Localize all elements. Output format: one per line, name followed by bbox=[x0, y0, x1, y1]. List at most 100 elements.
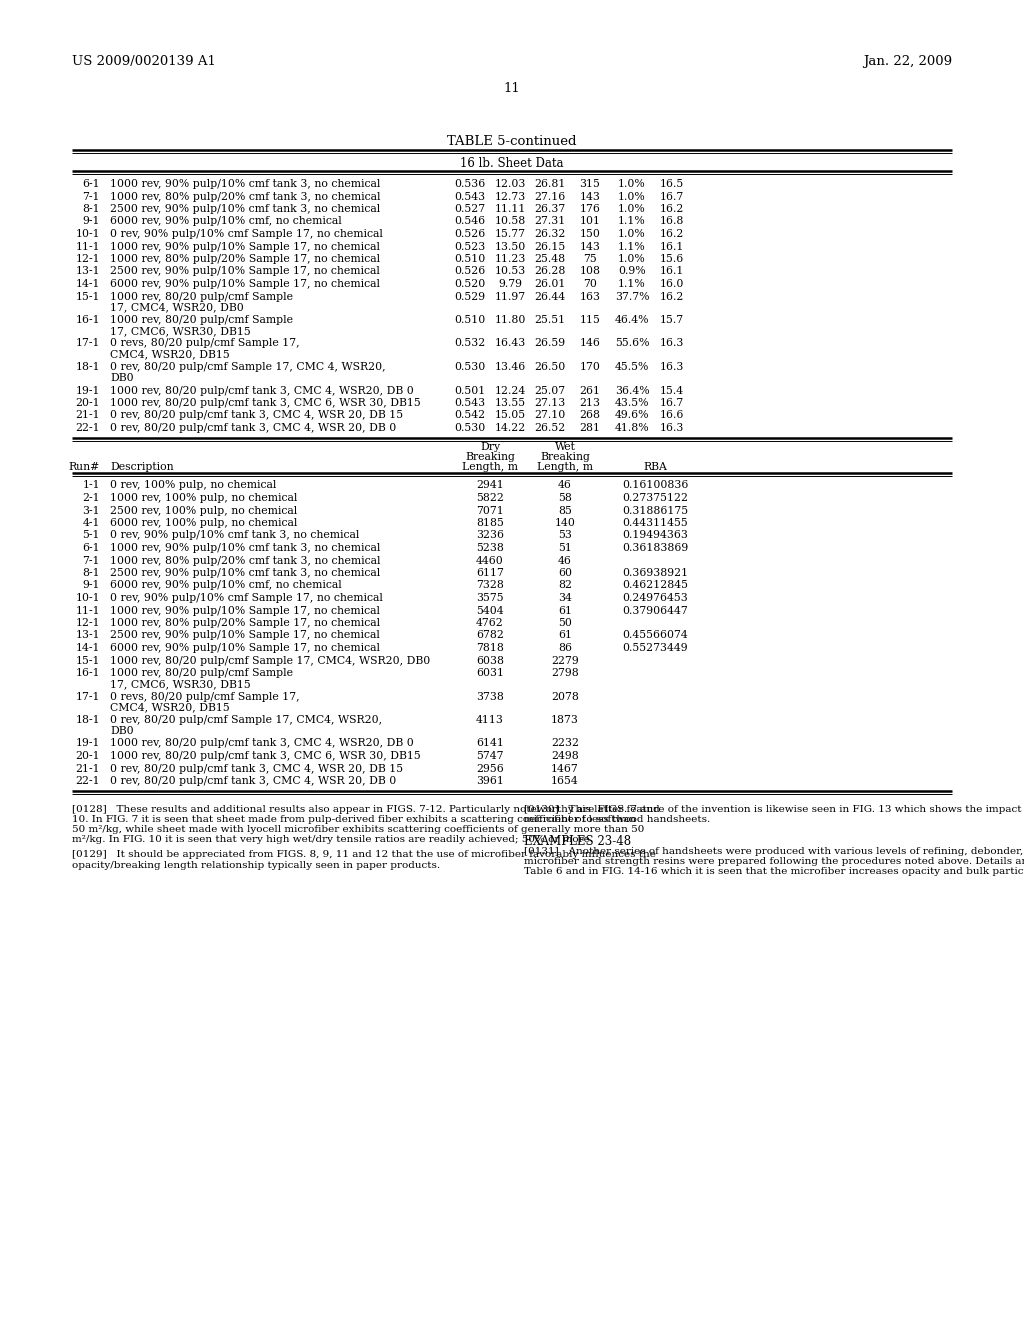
Text: 27.16: 27.16 bbox=[535, 191, 565, 202]
Text: 0.543: 0.543 bbox=[455, 399, 485, 408]
Text: 21-1: 21-1 bbox=[76, 411, 100, 421]
Text: 43.5%: 43.5% bbox=[614, 399, 649, 408]
Text: 0 rev, 80/20 pulp/cmf Sample 17, CMC 4, WSR20,: 0 rev, 80/20 pulp/cmf Sample 17, CMC 4, … bbox=[110, 362, 386, 372]
Text: Run#: Run# bbox=[69, 462, 100, 473]
Text: 19-1: 19-1 bbox=[76, 385, 100, 396]
Text: 213: 213 bbox=[580, 399, 600, 408]
Text: 82: 82 bbox=[558, 581, 572, 590]
Text: 1.0%: 1.0% bbox=[618, 228, 646, 239]
Text: 16.1: 16.1 bbox=[659, 242, 684, 252]
Text: 1000 rev, 90% pulp/10% Sample 17, no chemical: 1000 rev, 90% pulp/10% Sample 17, no che… bbox=[110, 606, 380, 615]
Text: 16.43: 16.43 bbox=[495, 338, 525, 348]
Text: 0.46212845: 0.46212845 bbox=[622, 581, 688, 590]
Text: 85: 85 bbox=[558, 506, 572, 516]
Text: 1.1%: 1.1% bbox=[618, 242, 646, 252]
Text: 6782: 6782 bbox=[476, 631, 504, 640]
Text: 5238: 5238 bbox=[476, 543, 504, 553]
Text: 5747: 5747 bbox=[476, 751, 504, 762]
Text: 1873: 1873 bbox=[551, 715, 579, 725]
Text: 0 rev, 80/20 pulp/cmf Sample 17, CMC4, WSR20,: 0 rev, 80/20 pulp/cmf Sample 17, CMC4, W… bbox=[110, 715, 382, 725]
Text: 1000 rev, 80/20 pulp/cmf tank 3, CMC 4, WSR20, DB 0: 1000 rev, 80/20 pulp/cmf tank 3, CMC 4, … bbox=[110, 385, 414, 396]
Text: 22-1: 22-1 bbox=[76, 776, 100, 785]
Text: 140: 140 bbox=[555, 517, 575, 528]
Text: 15.05: 15.05 bbox=[495, 411, 525, 421]
Text: 2798: 2798 bbox=[551, 668, 579, 678]
Text: 2500 rev, 90% pulp/10% cmf tank 3, no chemical: 2500 rev, 90% pulp/10% cmf tank 3, no ch… bbox=[110, 568, 380, 578]
Text: 3961: 3961 bbox=[476, 776, 504, 785]
Text: 13.55: 13.55 bbox=[495, 399, 525, 408]
Text: 0.31886175: 0.31886175 bbox=[622, 506, 688, 516]
Text: 2956: 2956 bbox=[476, 763, 504, 774]
Text: 86: 86 bbox=[558, 643, 572, 653]
Text: 16.5: 16.5 bbox=[659, 180, 684, 189]
Text: 0.527: 0.527 bbox=[455, 205, 485, 214]
Text: 101: 101 bbox=[580, 216, 600, 227]
Text: 10.53: 10.53 bbox=[495, 267, 525, 276]
Text: 0 rev, 80/20 pulp/cmf tank 3, CMC 4, WSR 20, DB 15: 0 rev, 80/20 pulp/cmf tank 3, CMC 4, WSR… bbox=[110, 763, 403, 774]
Text: 5822: 5822 bbox=[476, 492, 504, 503]
Text: 7071: 7071 bbox=[476, 506, 504, 516]
Text: 61: 61 bbox=[558, 606, 572, 615]
Text: 11.97: 11.97 bbox=[495, 292, 525, 301]
Text: 25.07: 25.07 bbox=[535, 385, 565, 396]
Text: 15-1: 15-1 bbox=[76, 292, 100, 301]
Text: 1000 rev, 90% pulp/10% Sample 17, no chemical: 1000 rev, 90% pulp/10% Sample 17, no che… bbox=[110, 242, 380, 252]
Text: 4460: 4460 bbox=[476, 556, 504, 565]
Text: 17, CMC6, WSR30, DB15: 17, CMC6, WSR30, DB15 bbox=[110, 678, 251, 689]
Text: 2500 rev, 100% pulp, no chemical: 2500 rev, 100% pulp, no chemical bbox=[110, 506, 297, 516]
Text: 6031: 6031 bbox=[476, 668, 504, 678]
Text: 3-1: 3-1 bbox=[82, 506, 100, 516]
Text: [0131]   Another series of handsheets were produced with various levels of refin: [0131] Another series of handsheets were… bbox=[524, 847, 1024, 855]
Text: 1000 rev, 100% pulp, no chemical: 1000 rev, 100% pulp, no chemical bbox=[110, 492, 297, 503]
Text: 0.19494363: 0.19494363 bbox=[622, 531, 688, 540]
Text: 16.6: 16.6 bbox=[659, 411, 684, 421]
Text: Breaking: Breaking bbox=[465, 453, 515, 462]
Text: 0.9%: 0.9% bbox=[618, 267, 646, 276]
Text: 0 revs, 80/20 pulp/cmf Sample 17,: 0 revs, 80/20 pulp/cmf Sample 17, bbox=[110, 338, 300, 348]
Text: 45.5%: 45.5% bbox=[614, 362, 649, 372]
Text: 11.23: 11.23 bbox=[495, 253, 525, 264]
Text: 176: 176 bbox=[580, 205, 600, 214]
Text: 27.13: 27.13 bbox=[535, 399, 565, 408]
Text: 0 rev, 80/20 pulp/cmf tank 3, CMC 4, WSR 20, DB 0: 0 rev, 80/20 pulp/cmf tank 3, CMC 4, WSR… bbox=[110, 776, 396, 785]
Text: 49.6%: 49.6% bbox=[614, 411, 649, 421]
Text: 6141: 6141 bbox=[476, 738, 504, 748]
Text: 61: 61 bbox=[558, 631, 572, 640]
Text: 0.526: 0.526 bbox=[455, 267, 485, 276]
Text: TABLE 5-continued: TABLE 5-continued bbox=[447, 135, 577, 148]
Text: 16-1: 16-1 bbox=[76, 315, 100, 325]
Text: Breaking: Breaking bbox=[540, 453, 590, 462]
Text: 16.1: 16.1 bbox=[659, 267, 684, 276]
Text: 14-1: 14-1 bbox=[76, 279, 100, 289]
Text: 14.22: 14.22 bbox=[495, 422, 525, 433]
Text: 8-1: 8-1 bbox=[82, 205, 100, 214]
Text: 20-1: 20-1 bbox=[76, 399, 100, 408]
Text: 4-1: 4-1 bbox=[83, 517, 100, 528]
Text: 2279: 2279 bbox=[551, 656, 579, 665]
Text: 268: 268 bbox=[580, 411, 600, 421]
Text: 6000 rev, 100% pulp, no chemical: 6000 rev, 100% pulp, no chemical bbox=[110, 517, 297, 528]
Text: 50: 50 bbox=[558, 618, 572, 628]
Text: microfiber and strength resins were prepared following the procedures noted abov: microfiber and strength resins were prep… bbox=[524, 857, 1024, 866]
Text: 13.46: 13.46 bbox=[495, 362, 525, 372]
Text: 21-1: 21-1 bbox=[76, 763, 100, 774]
Text: 17-1: 17-1 bbox=[76, 338, 100, 348]
Text: 16.3: 16.3 bbox=[659, 338, 684, 348]
Text: 2941: 2941 bbox=[476, 480, 504, 491]
Text: 2232: 2232 bbox=[551, 738, 579, 748]
Text: 0.501: 0.501 bbox=[455, 385, 485, 396]
Text: 0 rev, 100% pulp, no chemical: 0 rev, 100% pulp, no chemical bbox=[110, 480, 276, 491]
Text: 0.510: 0.510 bbox=[455, 315, 485, 325]
Text: 0.530: 0.530 bbox=[455, 422, 485, 433]
Text: 0.55273449: 0.55273449 bbox=[623, 643, 688, 653]
Text: Table 6 and in FIG. 14-16 which it is seen that the microfiber increases opacity: Table 6 and in FIG. 14-16 which it is se… bbox=[524, 867, 1024, 876]
Text: Wet: Wet bbox=[555, 442, 575, 453]
Text: 0.520: 0.520 bbox=[455, 279, 485, 289]
Text: 8185: 8185 bbox=[476, 517, 504, 528]
Text: 15.7: 15.7 bbox=[659, 315, 684, 325]
Text: 2078: 2078 bbox=[551, 692, 579, 701]
Text: 51: 51 bbox=[558, 543, 572, 553]
Text: 11-1: 11-1 bbox=[76, 606, 100, 615]
Text: 2500 rev, 90% pulp/10% Sample 17, no chemical: 2500 rev, 90% pulp/10% Sample 17, no che… bbox=[110, 267, 380, 276]
Text: 13-1: 13-1 bbox=[76, 267, 100, 276]
